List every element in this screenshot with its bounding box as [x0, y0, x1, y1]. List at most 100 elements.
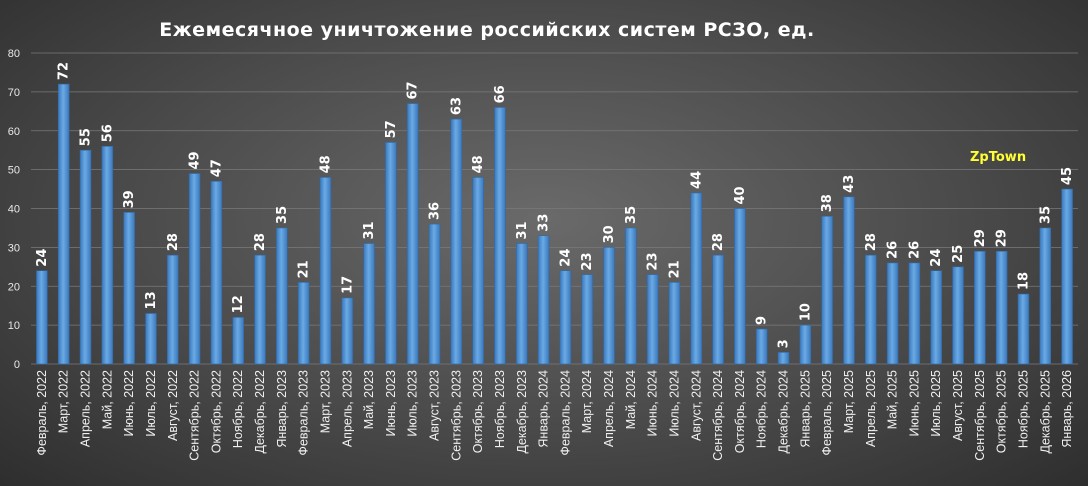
- bars: [36, 83, 1073, 365]
- bar: [406, 103, 419, 365]
- y-tick-label: 70: [8, 87, 20, 99]
- data-label: 31: [362, 221, 377, 239]
- y-tick-label: 30: [8, 242, 20, 254]
- x-category-label: Май, 2025: [886, 370, 900, 429]
- bar: [319, 177, 332, 365]
- bar: [254, 254, 266, 365]
- y-tick-label: 40: [8, 204, 20, 216]
- x-category-label: Сентябрь, 2025: [973, 370, 987, 461]
- x-category-label: Октябрь, 2024: [733, 370, 747, 453]
- x-category-label: Февраль, 2022: [35, 370, 49, 456]
- x-category-label: Ноябрь, 2023: [493, 370, 507, 448]
- chart-title: Ежемесячное уничтожение российских систе…: [159, 19, 814, 41]
- bar: [625, 227, 637, 365]
- x-category-label: Январь, 2023: [275, 370, 289, 448]
- watermark: ZpTown: [970, 150, 1026, 165]
- data-label: 49: [188, 151, 203, 169]
- bar: [581, 274, 593, 365]
- bar: [472, 177, 484, 365]
- y-tick-label: 50: [8, 165, 20, 177]
- data-label: 10: [798, 303, 813, 321]
- bar: [385, 142, 397, 365]
- bar: [865, 254, 877, 365]
- bar: [57, 83, 70, 365]
- data-label: 26: [907, 241, 922, 259]
- data-label: 17: [340, 276, 355, 294]
- data-label: 28: [253, 233, 268, 251]
- x-category-label: Июнь, 2024: [646, 370, 660, 437]
- bar: [167, 254, 179, 365]
- x-category-label: Май, 2023: [362, 370, 376, 429]
- bar: [603, 247, 615, 365]
- bar: [843, 196, 855, 365]
- data-label: 23: [646, 252, 661, 270]
- x-category-label: Февраль, 2023: [297, 370, 311, 456]
- data-label: 44: [689, 171, 704, 189]
- data-label: 43: [842, 175, 857, 193]
- x-axis-categories: Февраль, 2022 Март, 2022 Апрель, 2022 Май, …: [35, 370, 1074, 461]
- data-label: 35: [624, 206, 639, 224]
- data-label: 31: [515, 221, 530, 239]
- x-category-label: Август, 2024: [689, 370, 703, 441]
- x-category-label: Март, 2022: [57, 370, 71, 433]
- bar: [952, 266, 964, 365]
- data-label: 40: [733, 186, 748, 204]
- data-label: 66: [493, 85, 508, 103]
- bar: [537, 235, 550, 365]
- bar: [428, 223, 441, 365]
- x-category-label: Декабрь, 2025: [1038, 370, 1052, 454]
- x-category-label: Июнь, 2025: [907, 370, 921, 437]
- bar: [232, 317, 244, 365]
- bar: [886, 262, 899, 365]
- x-category-label: Январь, 2026: [1060, 370, 1074, 448]
- data-label: 24: [929, 249, 944, 267]
- data-label: 36: [428, 202, 443, 220]
- data-label: 48: [318, 155, 333, 173]
- x-category-label: Октябрь, 2022: [209, 370, 223, 453]
- x-category-label: Январь, 2024: [537, 370, 551, 448]
- x-category-label: Май, 2022: [100, 370, 114, 429]
- data-label: 21: [667, 260, 682, 278]
- x-category-label: Апрель, 2025: [864, 370, 878, 447]
- data-label: 28: [166, 233, 181, 251]
- bar: [1039, 227, 1052, 365]
- data-label: 13: [144, 291, 159, 309]
- x-category-label: Сентябрь, 2022: [188, 370, 202, 461]
- data-label: 38: [820, 194, 835, 212]
- x-category-label: Апрель, 2022: [79, 370, 93, 447]
- data-label: 47: [209, 159, 224, 177]
- bar: [821, 215, 833, 365]
- bar: [995, 250, 1008, 365]
- bar: [36, 270, 48, 365]
- x-category-label: Июнь, 2023: [384, 370, 398, 437]
- bar: [494, 107, 506, 365]
- x-category-label: Июль, 2023: [406, 370, 420, 437]
- x-category-label: Декабрь, 2024: [777, 370, 791, 454]
- data-label: 18: [1016, 272, 1031, 290]
- bar: [123, 212, 135, 365]
- x-category-label: Август, 2023: [428, 370, 442, 441]
- bar: [341, 297, 354, 365]
- data-label: 39: [122, 190, 137, 208]
- x-category-label: Апрель, 2024: [602, 370, 616, 447]
- data-label: 57: [384, 120, 399, 138]
- bar: [646, 274, 659, 365]
- x-category-label: Январь, 2025: [798, 370, 812, 448]
- y-axis-ticks: 0 10 20 30 40 50 60 70 80: [8, 48, 20, 371]
- bar: [297, 282, 310, 365]
- data-label: 23: [580, 252, 595, 270]
- data-label: 63: [449, 97, 464, 115]
- x-category-label: Декабрь, 2023: [515, 370, 529, 454]
- bar: [145, 313, 157, 365]
- bar: [210, 180, 223, 365]
- bar: [690, 192, 703, 365]
- x-category-label: Март, 2024: [580, 370, 594, 433]
- data-label: 25: [951, 245, 966, 263]
- x-category-label: Ноябрь, 2024: [755, 370, 769, 448]
- data-label: 12: [231, 295, 246, 313]
- bar: [79, 149, 92, 365]
- x-category-label: Декабрь, 2022: [253, 370, 267, 454]
- bar: [450, 118, 463, 365]
- bar: [101, 146, 114, 365]
- data-label: 45: [1060, 167, 1075, 185]
